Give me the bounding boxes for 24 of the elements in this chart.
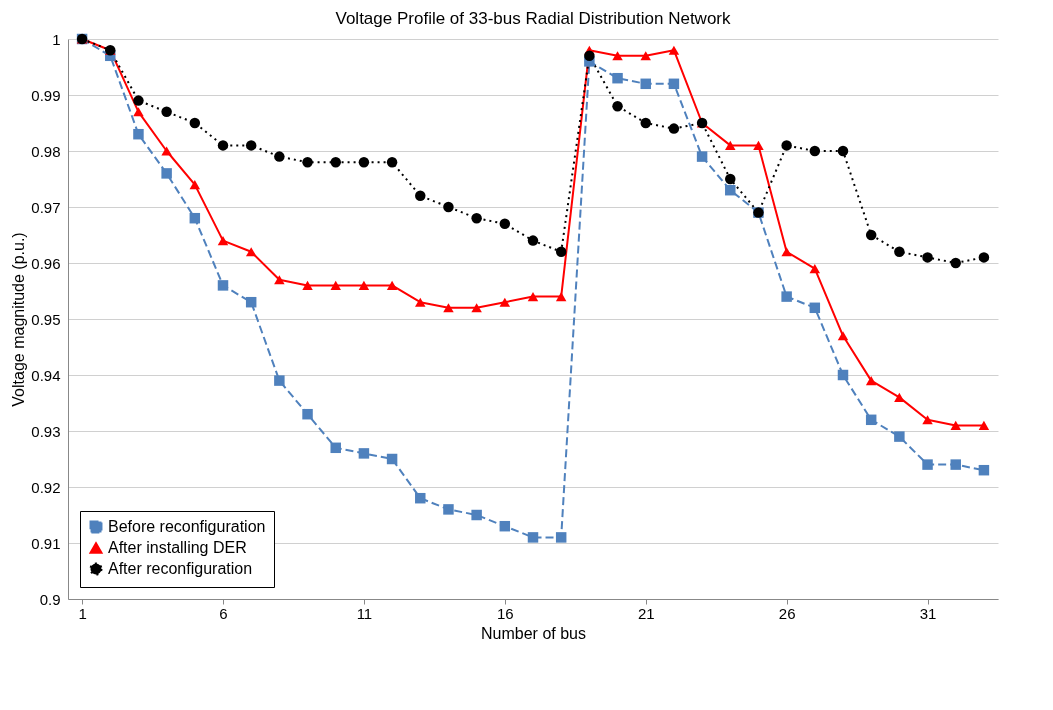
chart-title: Voltage Profile of 33-bus Radial Distribution Network bbox=[335, 9, 731, 28]
x-tick-label: 6 bbox=[219, 604, 228, 622]
y-tick-label: 0.92 bbox=[31, 478, 61, 496]
x-tick-label: 1 bbox=[78, 604, 87, 622]
y-tick-label: 1 bbox=[52, 30, 61, 48]
y-tick-label: 0.93 bbox=[31, 422, 61, 440]
x-tick-label: 21 bbox=[637, 604, 655, 622]
x-tick-label: 11 bbox=[356, 604, 373, 622]
x-axis-title: Number of bus bbox=[481, 624, 586, 642]
y-tick-label: 0.96 bbox=[31, 254, 61, 272]
y-tick-label: 0.98 bbox=[31, 142, 61, 160]
x-tick-label: 16 bbox=[496, 604, 514, 622]
y-tick-label: 0.91 bbox=[31, 534, 61, 552]
x-tick-label: 26 bbox=[778, 604, 796, 622]
y-tick-label: 0.9 bbox=[39, 590, 61, 608]
legend-label: After reconfiguration bbox=[108, 560, 253, 577]
y-tick-label: 0.95 bbox=[31, 310, 61, 328]
y-tick-label: 0.94 bbox=[31, 366, 61, 384]
y-tick-label: 0.97 bbox=[31, 198, 61, 216]
legend-label: After installing DER bbox=[108, 539, 247, 556]
legend-label: Before reconfiguration bbox=[108, 518, 266, 535]
y-axis-title: Voltage magnitude (p.u.) bbox=[10, 232, 28, 407]
x-tick-label: 31 bbox=[919, 604, 937, 622]
y-tick-label: 0.99 bbox=[31, 86, 61, 104]
